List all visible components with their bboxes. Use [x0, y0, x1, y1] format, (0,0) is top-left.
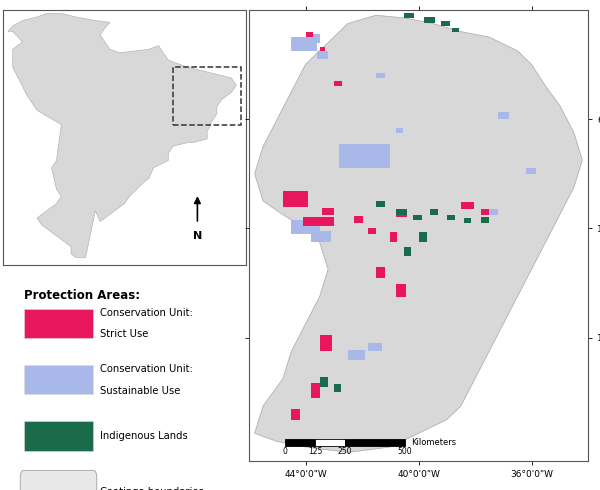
Text: Caatinga boundaries: Caatinga boundaries: [100, 488, 204, 490]
Bar: [376, 73, 385, 78]
Bar: [396, 284, 406, 296]
Bar: [305, 34, 320, 43]
Bar: [292, 37, 317, 51]
Bar: [526, 168, 536, 174]
Text: Conservation Unit:: Conservation Unit:: [100, 364, 193, 374]
Bar: [320, 377, 328, 387]
Bar: [452, 27, 460, 32]
Bar: [285, 439, 315, 446]
Polygon shape: [254, 15, 583, 452]
Bar: [497, 112, 509, 119]
Bar: [368, 228, 376, 234]
Bar: [376, 267, 385, 277]
Bar: [320, 335, 332, 351]
Text: 250: 250: [338, 447, 352, 456]
Bar: [292, 409, 300, 419]
FancyBboxPatch shape: [24, 421, 93, 451]
Bar: [481, 209, 489, 215]
Text: 0: 0: [283, 447, 287, 456]
Bar: [317, 51, 328, 59]
Text: Sustainable Use: Sustainable Use: [100, 386, 181, 395]
Polygon shape: [8, 13, 236, 257]
Bar: [376, 200, 385, 206]
Bar: [419, 232, 427, 242]
Bar: [413, 215, 422, 220]
Bar: [489, 209, 497, 215]
Text: Indigenous Lands: Indigenous Lands: [100, 431, 188, 441]
Bar: [396, 211, 407, 218]
Bar: [283, 192, 308, 206]
Bar: [345, 439, 405, 446]
Text: Conservation Unit:: Conservation Unit:: [100, 308, 193, 318]
Bar: [441, 21, 449, 26]
Bar: [396, 209, 407, 215]
Bar: [334, 81, 342, 86]
FancyBboxPatch shape: [20, 470, 97, 490]
Bar: [311, 231, 331, 242]
Text: 500: 500: [398, 447, 412, 456]
Text: Kilometers: Kilometers: [411, 438, 456, 447]
Bar: [368, 343, 382, 351]
Bar: [481, 217, 489, 223]
FancyBboxPatch shape: [24, 365, 93, 394]
Bar: [390, 232, 397, 242]
Bar: [340, 144, 390, 168]
Bar: [424, 18, 436, 24]
Bar: [461, 201, 473, 209]
Bar: [404, 13, 414, 18]
Bar: [302, 218, 334, 225]
Bar: [322, 208, 334, 215]
Bar: [315, 439, 345, 446]
Bar: [320, 47, 325, 51]
Bar: [348, 350, 365, 360]
Bar: [464, 218, 471, 223]
Bar: [173, 67, 241, 124]
Bar: [447, 215, 455, 220]
Text: Strict Use: Strict Use: [100, 329, 149, 339]
Text: Protection Areas:: Protection Areas:: [24, 289, 140, 302]
Text: N: N: [193, 231, 202, 242]
Bar: [353, 216, 364, 223]
Bar: [334, 384, 341, 392]
Bar: [292, 220, 320, 234]
Bar: [404, 247, 412, 256]
Bar: [305, 32, 313, 37]
Bar: [396, 128, 403, 133]
Bar: [430, 209, 438, 215]
Text: 125: 125: [308, 447, 322, 456]
FancyBboxPatch shape: [24, 309, 93, 338]
Bar: [311, 383, 320, 398]
